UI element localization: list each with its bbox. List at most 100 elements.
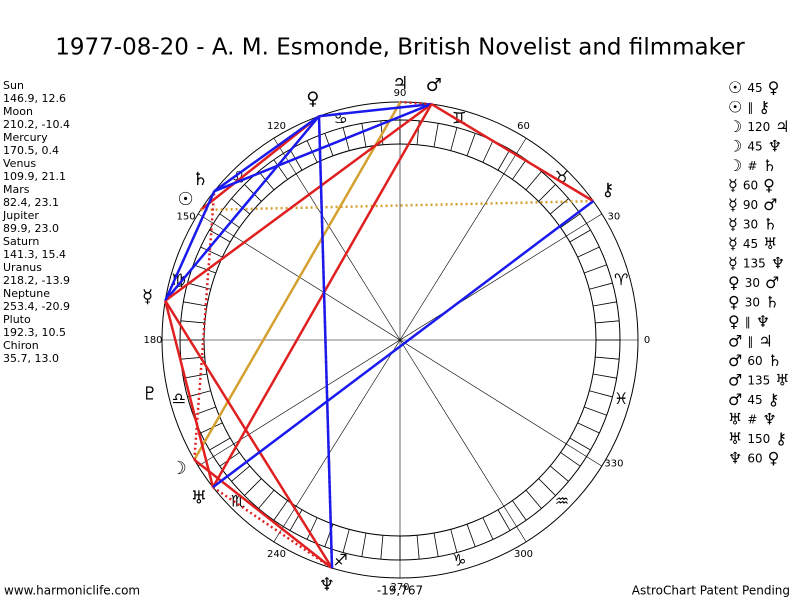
degree-label: 240 xyxy=(267,549,286,560)
degree-label: 330 xyxy=(604,459,623,470)
planet-coords: 146.9, 12.6 xyxy=(3,92,66,105)
planet-coords: 192.3, 10.5 xyxy=(3,326,66,339)
footer-right: AstroChart Patent Pending xyxy=(632,584,790,598)
aspect-entry: ♅ 150 ⚷ xyxy=(728,429,787,448)
aspect-p2: ♆ xyxy=(771,253,785,272)
ring-tick xyxy=(450,529,458,553)
ring-tick xyxy=(560,213,581,228)
aspect-p1: ☉ xyxy=(728,78,742,97)
degree-label: 150 xyxy=(177,212,196,223)
ring-tick xyxy=(200,246,223,258)
aspect-line xyxy=(193,458,333,570)
ring-tick xyxy=(361,123,367,148)
aspect-asp: # xyxy=(747,159,757,173)
planet-coords: 218.2, -13.9 xyxy=(3,274,70,287)
aspect-line xyxy=(213,102,432,193)
footer-left: www.harmoniclife.com xyxy=(4,584,140,598)
aspect-p2: ⚷ xyxy=(775,429,787,448)
title: 1977-08-20 - A. M. Esmonde, British Nove… xyxy=(55,35,745,61)
aspect-entry: ♀ 30 ♂ xyxy=(728,273,779,292)
aspect-p2: ♀ xyxy=(768,78,780,97)
planet-coords: 170.5, 0.4 xyxy=(3,144,59,157)
aspect-entry: ☿ 90 ♂ xyxy=(728,195,777,214)
sign-glyph: ♋ xyxy=(334,108,348,127)
aspect-p2: ♀ xyxy=(768,448,780,467)
degree-label: 0 xyxy=(644,335,650,346)
ring-tick xyxy=(595,356,620,360)
ring-tick xyxy=(569,437,591,451)
planet-coords: 210.2, -10.4 xyxy=(3,118,70,131)
ring-tick xyxy=(289,509,303,531)
planet-coords: 89.9, 23.0 xyxy=(3,222,59,235)
ring-tick xyxy=(577,422,600,434)
ring-tick xyxy=(209,437,231,451)
aspect-entry: ♅ # ♆ xyxy=(728,409,777,428)
planet-glyph: ♂ xyxy=(426,75,442,96)
degree-label: 120 xyxy=(267,121,286,132)
ring-tick xyxy=(584,406,607,416)
aspect-p1: ☉ xyxy=(728,97,742,116)
aspect-line xyxy=(164,115,320,302)
ring-tick xyxy=(433,123,439,148)
aspect-line xyxy=(317,116,334,569)
ring-tick xyxy=(244,184,262,202)
aspect-p2: ♄ xyxy=(762,156,776,175)
planet-coords: 253.4, -20.9 xyxy=(3,300,70,313)
aspect-line xyxy=(318,102,432,118)
planet-name: Pluto xyxy=(3,313,31,326)
ring-tick xyxy=(512,500,527,521)
ring-tick xyxy=(183,301,208,307)
planet-coords: 141.3, 15.4 xyxy=(3,248,66,261)
aspect-entry: ☉ ∥ ⚷ xyxy=(728,97,770,116)
ring-tick xyxy=(244,478,262,496)
aspect-asp: 135 xyxy=(743,256,766,270)
planet-name: Venus xyxy=(3,157,36,170)
sign-glyph: ♒ xyxy=(555,491,569,510)
aspect-p1: ♂ xyxy=(728,390,742,409)
aspect-line xyxy=(200,199,594,212)
degree-label: 90 xyxy=(394,88,407,99)
aspect-line xyxy=(193,101,402,461)
ring-tick xyxy=(569,229,591,243)
house-line xyxy=(198,213,602,467)
ring-tick xyxy=(538,184,556,202)
aspect-line xyxy=(430,103,594,203)
ring-tick xyxy=(289,149,303,171)
ring-tick xyxy=(512,159,527,180)
ring-tick xyxy=(231,198,251,215)
planet-glyph: ♄ xyxy=(192,169,208,190)
sign-glyph: ♑ xyxy=(452,551,466,570)
aspect-asp: 150 xyxy=(747,432,770,446)
aspect-p1: ☽ xyxy=(728,156,742,175)
planet-name: Sun xyxy=(3,79,24,92)
aspect-p2: ♄ xyxy=(765,292,779,311)
planet-name: Jupiter xyxy=(2,209,39,222)
aspect-p2: ♅ xyxy=(763,234,777,253)
ring-tick xyxy=(273,159,288,180)
aspect-p2: ♀ xyxy=(763,175,775,194)
planet-coords: 35.7, 13.0 xyxy=(3,352,59,365)
ring-tick xyxy=(589,282,613,290)
planet-glyph: ♃ xyxy=(392,73,408,94)
aspect-asp: 60 xyxy=(743,178,758,192)
aspect-p2: ♅ xyxy=(775,370,789,389)
ring-tick xyxy=(525,171,542,191)
ring-tick xyxy=(219,213,240,228)
ring-tick xyxy=(180,320,205,324)
aspect-line xyxy=(211,103,433,488)
aspect-entry: ♀ ∥ ♆ xyxy=(728,312,770,331)
ring-tick xyxy=(193,264,216,274)
aspect-p1: ♀ xyxy=(728,292,740,311)
planet-name: Chiron xyxy=(3,339,39,352)
aspect-asp: ∥ xyxy=(747,100,753,114)
degree-label: 30 xyxy=(608,212,621,223)
aspect-asp: ∥ xyxy=(747,334,753,348)
ring-tick xyxy=(560,452,581,467)
planet-name: Neptune xyxy=(3,287,50,300)
ring-tick xyxy=(273,500,288,521)
ring-tick xyxy=(380,535,384,560)
ring-tick xyxy=(577,246,600,258)
ring-tick xyxy=(466,133,476,156)
aspect-asp: 30 xyxy=(745,295,760,309)
